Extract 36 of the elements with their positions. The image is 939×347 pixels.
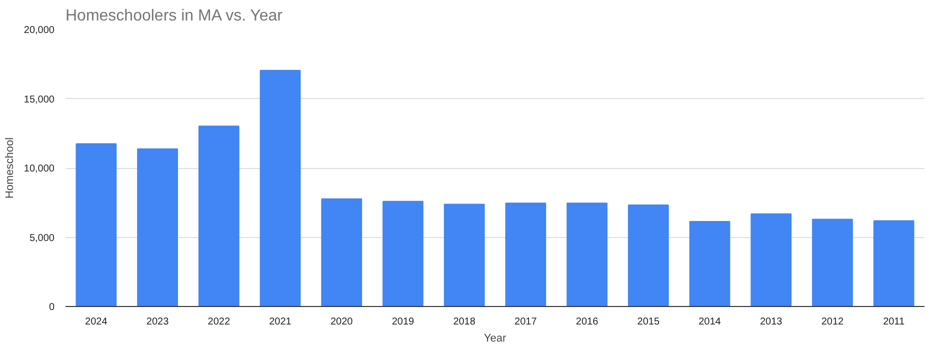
- bar: [382, 200, 424, 306]
- x-tick-label: 2011: [883, 316, 906, 328]
- bar: [505, 202, 546, 306]
- bar: [321, 198, 362, 306]
- x-tick-label: 2019: [392, 316, 415, 328]
- bar: [198, 126, 240, 306]
- x-tick-label: 2013: [760, 316, 783, 328]
- x-tick-label: 2023: [146, 316, 170, 328]
- bar: [76, 143, 117, 306]
- x-tick-label: 2018: [453, 316, 476, 328]
- y-tick-label: 5,000: [29, 232, 55, 244]
- x-axis-title: Year: [484, 332, 506, 344]
- y-tick-label: 15,000: [24, 94, 55, 106]
- x-tick-label: 2020: [330, 316, 354, 328]
- bar: [260, 70, 301, 306]
- chart-title: Homeschoolers in MA vs. Year: [66, 8, 284, 24]
- x-tick-label: 2021: [269, 316, 292, 328]
- bar: [628, 204, 669, 306]
- y-tick-label: 20,000: [24, 25, 55, 36]
- x-tick-label: 2012: [821, 316, 844, 328]
- bar: [137, 148, 178, 306]
- bar: [873, 220, 914, 306]
- bar: [689, 220, 730, 306]
- x-tick-label: 2022: [208, 316, 230, 328]
- y-tick-label: 0: [48, 302, 55, 313]
- x-tick-label: 2014: [698, 316, 722, 328]
- bar: [750, 213, 792, 306]
- x-tick-label: 2016: [576, 316, 599, 328]
- x-tick-label: 2017: [514, 316, 538, 328]
- x-tick-label: 2015: [637, 316, 660, 328]
- y-tick-label: 10,000: [24, 164, 55, 174]
- bar: [566, 202, 608, 306]
- x-tick-label: 2024: [85, 316, 108, 328]
- y-axis-title: Homeschool: [4, 137, 16, 199]
- bar: [444, 204, 485, 306]
- bar: [812, 218, 853, 306]
